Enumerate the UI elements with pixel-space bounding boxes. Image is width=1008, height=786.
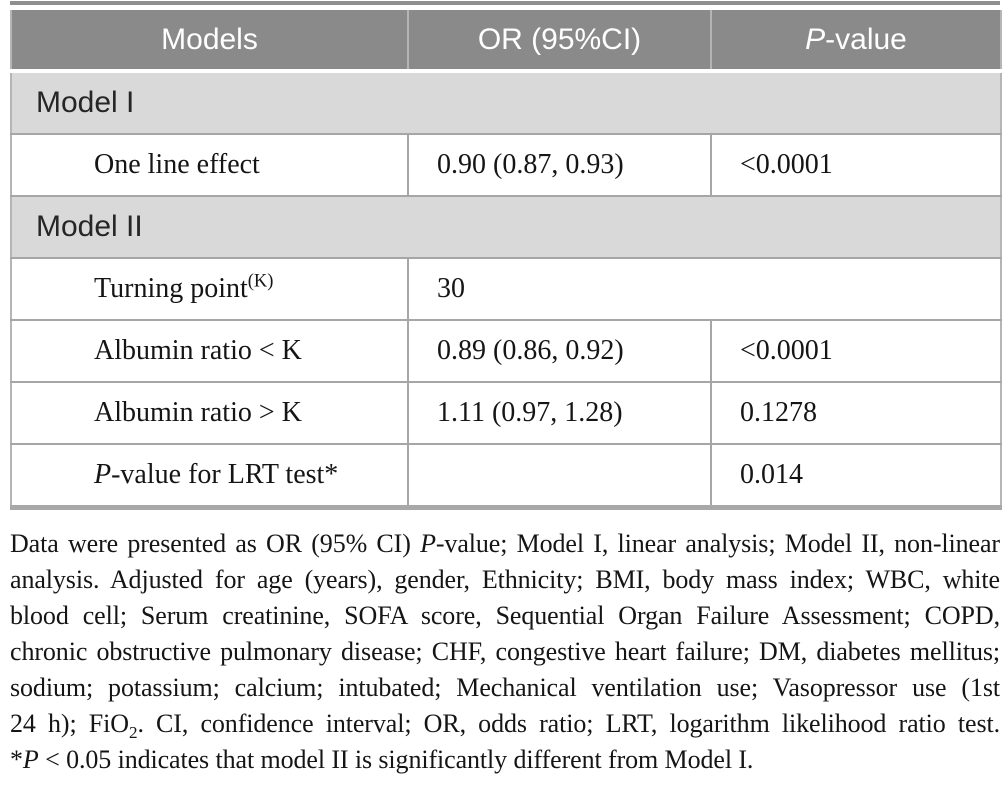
table-row-albumin-ratio-gt-k: Albumin ratio > K 1.11 (0.97, 1.28) 0.12… bbox=[11, 381, 1001, 444]
section-label-model-2: Model II bbox=[11, 195, 1001, 258]
footnote-line: sodium; potassium; calcium; intubated; M… bbox=[10, 673, 1000, 702]
cell-label-lrt-test: P-value for LRT test* bbox=[11, 443, 408, 508]
header-row: Models OR (95%CI) P-value bbox=[11, 10, 1001, 73]
table-top-rule bbox=[10, 1, 1000, 5]
cell-p-lrt-test: 0.014 bbox=[710, 443, 1001, 508]
table-header: Models OR (95%CI) P-value bbox=[11, 10, 1001, 73]
cell-p-albumin-gt-k: 0.1278 bbox=[710, 381, 1001, 444]
cell-label-albumin-lt-k: Albumin ratio < K bbox=[11, 319, 408, 382]
footnote-line: *P < 0.05 indicates that model II is sig… bbox=[10, 745, 754, 774]
footnote-line: chronic obstructive pulmonary disease; C… bbox=[10, 637, 1000, 666]
cell-or-lrt-test-empty bbox=[407, 443, 711, 508]
cell-or-one-line-effect: 0.90 (0.87, 0.93) bbox=[407, 133, 711, 196]
section-row-model-2: Model II bbox=[11, 195, 1001, 258]
table-body: Model I One line effect 0.90 (0.87, 0.93… bbox=[11, 71, 1001, 508]
table-row-turning-point: Turning point(K) 30 bbox=[11, 257, 1001, 320]
cell-or-albumin-gt-k: 1.11 (0.97, 1.28) bbox=[407, 381, 711, 444]
header-cell-or-ci: OR (95%CI) bbox=[407, 10, 711, 73]
cell-label-turning-point: Turning point(K) bbox=[11, 257, 408, 320]
cell-value-turning-point: 30 bbox=[407, 257, 1001, 320]
cell-or-albumin-lt-k: 0.89 (0.86, 0.92) bbox=[407, 319, 711, 382]
header-cell-models: Models bbox=[11, 10, 408, 73]
cell-p-one-line-effect: <0.0001 bbox=[710, 133, 1001, 196]
footnote-line: Data were presented as OR (95% CI) P-val… bbox=[10, 529, 1000, 558]
table-row-one-line-effect: One line effect 0.90 (0.87, 0.93) <0.000… bbox=[11, 133, 1001, 196]
cell-label-one-line-effect: One line effect bbox=[11, 133, 408, 196]
footnote-line: analysis. Adjusted for age (years), gend… bbox=[10, 565, 1000, 594]
header-cell-p-value: P-value bbox=[710, 10, 1001, 73]
section-label-model-1: Model I bbox=[11, 71, 1001, 134]
cell-label-albumin-gt-k: Albumin ratio > K bbox=[11, 381, 408, 444]
footnote-line: blood cell; Serum creatinine, SOFA score… bbox=[10, 601, 1000, 630]
table-row-lrt-test: P-value for LRT test* 0.014 bbox=[11, 443, 1001, 508]
cell-p-albumin-lt-k: <0.0001 bbox=[710, 319, 1001, 382]
section-row-model-1: Model I bbox=[11, 71, 1001, 134]
table-footnote: Data were presented as OR (95% CI) P-val… bbox=[10, 526, 1000, 778]
table-row-albumin-ratio-lt-k: Albumin ratio < K 0.89 (0.86, 0.92) <0.0… bbox=[11, 319, 1001, 382]
regression-results-table: Models OR (95%CI) P-value Model I One li… bbox=[10, 10, 1002, 510]
footnote-line: 24 h); FiO2. CI, confidence interval; OR… bbox=[10, 709, 1000, 743]
